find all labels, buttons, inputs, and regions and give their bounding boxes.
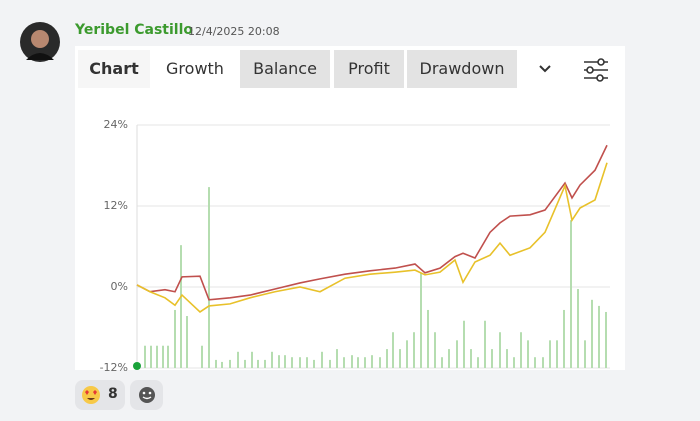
add-reaction-icon: [139, 387, 155, 403]
bar: [321, 351, 323, 368]
timestamp: 12/4/2025 20:08: [188, 25, 280, 38]
chart-card: [75, 46, 625, 370]
bar: [392, 332, 394, 368]
y-tick-label: 0%: [111, 280, 128, 293]
bar: [477, 357, 479, 368]
bar: [215, 359, 217, 368]
author[interactable]: Yeribel Castillo: [75, 22, 194, 38]
bar: [605, 311, 607, 368]
bar: [470, 349, 472, 368]
bar: [591, 299, 593, 368]
bar: [549, 340, 551, 368]
settings-icon[interactable]: [584, 58, 608, 82]
bar: [208, 187, 210, 368]
bar: [251, 351, 253, 368]
start-marker: [133, 362, 141, 370]
bar: [448, 349, 450, 368]
chart: -12% 0% 12% 24%: [100, 118, 610, 372]
bar: [577, 289, 579, 368]
bar: [527, 340, 529, 368]
bar: [156, 345, 158, 368]
bar: [598, 305, 600, 368]
bar: [201, 345, 203, 368]
bar: [371, 355, 373, 368]
bar: [186, 316, 188, 368]
bar: [278, 355, 280, 368]
bar: [556, 340, 558, 368]
bar: [379, 357, 381, 368]
tab[interactable]: Balance: [240, 50, 330, 88]
bar: [413, 332, 415, 368]
bar: [570, 220, 572, 368]
bar: [513, 357, 515, 368]
avatar[interactable]: [20, 22, 60, 62]
chevron[interactable]: [539, 65, 551, 73]
line: [136, 162, 608, 313]
bar: [329, 359, 331, 368]
tab[interactable]: Chart: [78, 50, 150, 88]
bar: [229, 359, 231, 368]
bar: [399, 349, 401, 368]
bar: [162, 345, 164, 368]
bar: [491, 349, 493, 368]
bar: [357, 357, 359, 368]
bar: [386, 349, 388, 368]
bar: [257, 359, 259, 368]
bar: [434, 332, 436, 368]
reaction[interactable]: 8: [75, 380, 125, 410]
bar: [343, 357, 345, 368]
bar: [237, 351, 239, 368]
bar: [291, 357, 293, 368]
bar: [306, 357, 308, 368]
tab[interactable]: Drawdown: [407, 50, 517, 88]
y-tick-label: 12%: [104, 199, 128, 212]
tab-tools: [539, 58, 608, 82]
bar: [264, 359, 266, 368]
bar: [406, 340, 408, 368]
bar: [313, 359, 315, 368]
bar: [167, 345, 169, 368]
bar: [520, 332, 522, 368]
bar: [463, 320, 465, 368]
bar: [542, 357, 544, 368]
bar: [484, 320, 486, 368]
bar: [284, 355, 286, 368]
bar: [427, 309, 429, 368]
bar: [336, 349, 338, 368]
add-reaction[interactable]: [130, 380, 163, 410]
bar: [244, 359, 246, 368]
bar: [441, 357, 443, 368]
bar: [420, 272, 422, 368]
bar: [174, 309, 176, 368]
tab[interactable]: Growth: [153, 50, 237, 88]
bar: [534, 357, 536, 368]
line: [136, 144, 608, 301]
bar: [221, 361, 223, 368]
y-tick-label: -12%: [100, 361, 128, 372]
bar: [584, 340, 586, 368]
emoji: [82, 386, 100, 404]
bar: [144, 345, 146, 368]
bar: [271, 351, 273, 368]
reaction-count: 8: [108, 386, 118, 402]
bar: [563, 309, 565, 368]
tab[interactable]: Profit: [334, 50, 404, 88]
bar: [180, 245, 182, 368]
bar: [299, 357, 301, 368]
bar: [364, 357, 366, 368]
bar: [150, 345, 152, 368]
bar: [456, 340, 458, 368]
y-tick-label: 24%: [104, 118, 128, 131]
bar: [351, 355, 353, 368]
bar: [499, 332, 501, 368]
bar: [506, 349, 508, 368]
